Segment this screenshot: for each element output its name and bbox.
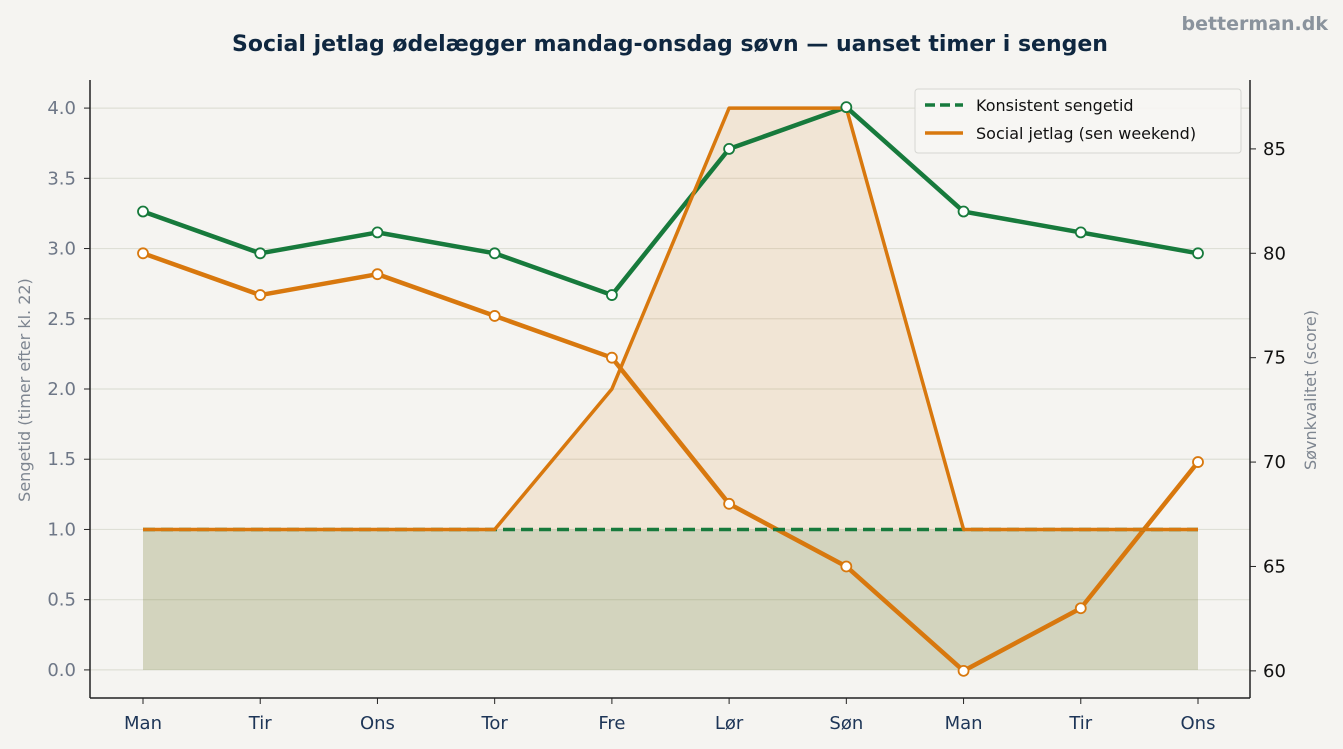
y-right-tick-label: 85 xyxy=(1263,139,1286,160)
y-left-tick-label: 3.0 xyxy=(47,239,76,260)
chart-title: Social jetlag ødelægger mandag-onsdag sø… xyxy=(232,32,1108,57)
y-right-tick-label: 65 xyxy=(1263,556,1286,577)
y-left-tick-label: 0.5 xyxy=(47,590,76,611)
quality-line-0 xyxy=(142,104,1199,298)
quality-point-0 xyxy=(723,142,736,155)
quality-point-1 xyxy=(723,497,736,510)
quality-point-0 xyxy=(488,247,501,260)
series-lines xyxy=(142,104,1200,674)
y-left-tick-label: 1.5 xyxy=(47,449,76,470)
quality-point-1 xyxy=(840,560,853,573)
quality-point-0 xyxy=(1074,226,1087,239)
x-tick-label: Lør xyxy=(715,713,744,734)
y-left-tick-label: 0.0 xyxy=(47,660,76,681)
y-right-tick-label: 80 xyxy=(1263,243,1286,264)
y-axis-right-label: Søvnkvalitet (score) xyxy=(1301,310,1320,470)
series-points xyxy=(137,101,1204,677)
y-axis-left-label: Sengetid (timer efter kl. 22) xyxy=(15,278,34,502)
x-tick-label: Ons xyxy=(360,713,395,734)
legend-box xyxy=(914,88,1242,154)
bedtime-area-0 xyxy=(143,529,1198,670)
quality-point-0 xyxy=(137,205,149,218)
quality-point-1 xyxy=(254,289,267,301)
y-left-tick-label: 4.0 xyxy=(47,98,76,119)
quality-point-0 xyxy=(371,226,384,239)
quality-point-0 xyxy=(254,247,267,260)
x-tick-label: Ons xyxy=(1181,713,1216,734)
legend-label-jetlag: Social jetlag (sen weekend) xyxy=(976,124,1196,143)
quality-point-0 xyxy=(957,205,970,218)
y-right-tick-label: 70 xyxy=(1263,452,1286,473)
bedtime-line-1 xyxy=(143,106,1198,532)
quality-point-1 xyxy=(957,664,970,677)
x-tick-label: Tir xyxy=(1068,713,1092,734)
quality-point-0 xyxy=(605,289,618,301)
quality-point-1 xyxy=(1192,456,1204,468)
y-left-tick-label: 3.5 xyxy=(47,168,76,189)
y-left-tick-label: 1.0 xyxy=(47,519,76,540)
quality-point-1 xyxy=(137,247,149,260)
quality-point-0 xyxy=(1192,247,1204,260)
quality-point-1 xyxy=(488,310,501,322)
brand-watermark: betterman.dk xyxy=(1181,13,1328,35)
legend-label-consistent: Konsistent sengetid xyxy=(976,96,1134,115)
y-right-tick-label: 60 xyxy=(1263,661,1286,682)
x-tick-label: Man xyxy=(945,713,983,734)
x-tick-label: Tir xyxy=(248,713,272,734)
x-tick-label: Søn xyxy=(829,713,863,734)
x-tick-label: Tor xyxy=(480,713,508,734)
y-left-tick-label: 2.5 xyxy=(47,309,76,330)
quality-line-1 xyxy=(142,251,1200,674)
y-right-tick-label: 75 xyxy=(1263,348,1286,369)
y-left-tick-label: 2.0 xyxy=(47,379,76,400)
tick-labels: 0.0 0.5 1.0 1.5 2.0 2.5 3.0 3.5 4.0 60 65 70 75 80 85 M… xyxy=(47,98,1286,734)
quality-point-0 xyxy=(840,101,853,114)
legend: Konsistent sengetid Social jetlag (sen w… xyxy=(914,88,1242,154)
x-tick-label: Fre xyxy=(598,713,625,734)
quality-point-1 xyxy=(605,351,618,364)
axes xyxy=(84,80,1256,704)
quality-point-1 xyxy=(371,268,384,281)
x-tick-label: Man xyxy=(124,713,162,734)
quality-point-1 xyxy=(1074,602,1087,615)
